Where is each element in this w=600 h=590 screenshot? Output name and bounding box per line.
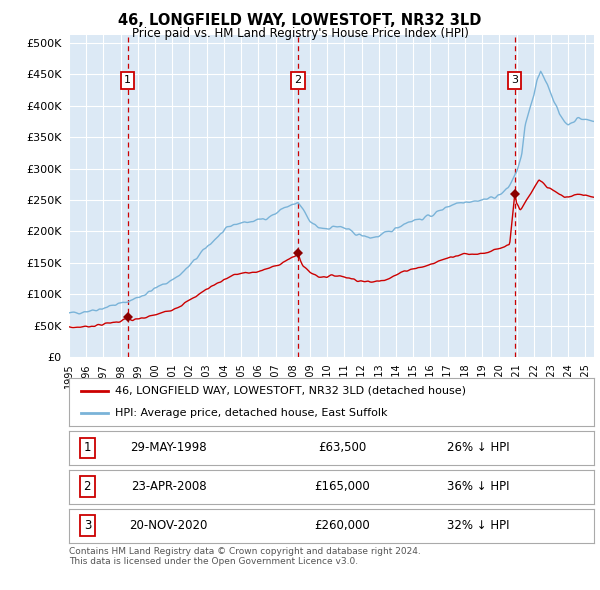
Text: 3: 3 bbox=[83, 519, 91, 532]
Text: £165,000: £165,000 bbox=[314, 480, 370, 493]
Text: 1: 1 bbox=[83, 441, 91, 454]
Text: 2: 2 bbox=[295, 76, 302, 86]
Text: 46, LONGFIELD WAY, LOWESTOFT, NR32 3LD: 46, LONGFIELD WAY, LOWESTOFT, NR32 3LD bbox=[118, 13, 482, 28]
Text: 2: 2 bbox=[83, 480, 91, 493]
Text: 23-APR-2008: 23-APR-2008 bbox=[131, 480, 206, 493]
Text: 46, LONGFIELD WAY, LOWESTOFT, NR32 3LD (detached house): 46, LONGFIELD WAY, LOWESTOFT, NR32 3LD (… bbox=[115, 386, 466, 396]
Text: Price paid vs. HM Land Registry's House Price Index (HPI): Price paid vs. HM Land Registry's House … bbox=[131, 27, 469, 40]
Text: 36% ↓ HPI: 36% ↓ HPI bbox=[447, 480, 510, 493]
Text: 20-NOV-2020: 20-NOV-2020 bbox=[130, 519, 208, 532]
Text: 26% ↓ HPI: 26% ↓ HPI bbox=[447, 441, 510, 454]
Text: £63,500: £63,500 bbox=[318, 441, 366, 454]
Text: Contains HM Land Registry data © Crown copyright and database right 2024.
This d: Contains HM Land Registry data © Crown c… bbox=[69, 547, 421, 566]
Text: 29-MAY-1998: 29-MAY-1998 bbox=[130, 441, 207, 454]
Text: HPI: Average price, detached house, East Suffolk: HPI: Average price, detached house, East… bbox=[115, 408, 388, 418]
Text: £260,000: £260,000 bbox=[314, 519, 370, 532]
Text: 3: 3 bbox=[511, 76, 518, 86]
Text: 1: 1 bbox=[124, 76, 131, 86]
Text: 32% ↓ HPI: 32% ↓ HPI bbox=[447, 519, 510, 532]
